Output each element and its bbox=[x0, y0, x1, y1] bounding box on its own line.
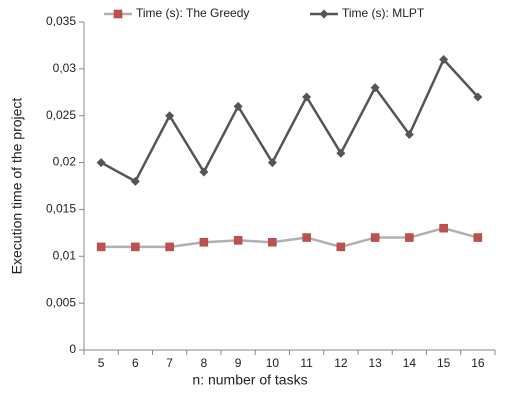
x-tick-label: 15 bbox=[437, 356, 451, 370]
marker bbox=[199, 237, 209, 247]
marker bbox=[268, 237, 277, 247]
y-tick-label: 0,015 bbox=[46, 202, 76, 216]
y-tick-label: 0,005 bbox=[46, 295, 76, 309]
series-line bbox=[100, 58, 479, 183]
x-tick-label: 12 bbox=[334, 356, 348, 370]
marker bbox=[267, 158, 277, 168]
x-tick-label: 6 bbox=[132, 356, 139, 370]
y-tick-label: 0,01 bbox=[53, 248, 77, 262]
y-tick-label: 0,035 bbox=[46, 14, 76, 28]
y-tick-label: 0 bbox=[69, 342, 76, 356]
x-tick-label: 10 bbox=[266, 356, 280, 370]
marker bbox=[473, 92, 483, 102]
series-line bbox=[101, 226, 479, 249]
y-tick-label: 0,025 bbox=[46, 108, 76, 122]
legend-label: Time (s): MLPT bbox=[342, 6, 425, 20]
marker bbox=[233, 101, 243, 111]
x-tick-label: 16 bbox=[471, 356, 485, 370]
x-tick-label: 11 bbox=[300, 356, 313, 370]
marker bbox=[404, 129, 414, 139]
marker bbox=[130, 176, 140, 186]
marker bbox=[370, 83, 380, 93]
marker bbox=[336, 242, 346, 252]
x-tick-label: 13 bbox=[368, 356, 382, 370]
legend-label: Time (s): The Greedy bbox=[136, 6, 249, 20]
y-axis-label: Execution time of the project bbox=[9, 98, 25, 275]
marker bbox=[302, 92, 312, 102]
x-tick-label: 8 bbox=[201, 356, 208, 370]
marker bbox=[165, 242, 174, 252]
marker bbox=[199, 167, 209, 177]
marker bbox=[370, 233, 380, 242]
y-tick-label: 0,03 bbox=[53, 61, 77, 75]
marker bbox=[319, 9, 329, 19]
x-tick-label: 5 bbox=[98, 356, 105, 370]
x-tick-label: 9 bbox=[235, 356, 242, 370]
x-tick-label: 7 bbox=[166, 356, 173, 370]
marker bbox=[473, 233, 483, 242]
marker bbox=[131, 242, 140, 252]
marker bbox=[336, 148, 346, 158]
marker bbox=[96, 158, 106, 168]
marker bbox=[302, 233, 311, 242]
marker bbox=[113, 9, 123, 19]
marker bbox=[439, 54, 449, 64]
marker bbox=[439, 223, 448, 233]
marker bbox=[233, 236, 243, 245]
marker bbox=[165, 111, 175, 121]
x-tick-label: 14 bbox=[403, 356, 417, 370]
marker bbox=[96, 242, 106, 252]
y-tick-label: 0,02 bbox=[53, 155, 77, 169]
marker bbox=[405, 233, 414, 242]
x-axis-label: n: number of tasks bbox=[192, 372, 307, 388]
